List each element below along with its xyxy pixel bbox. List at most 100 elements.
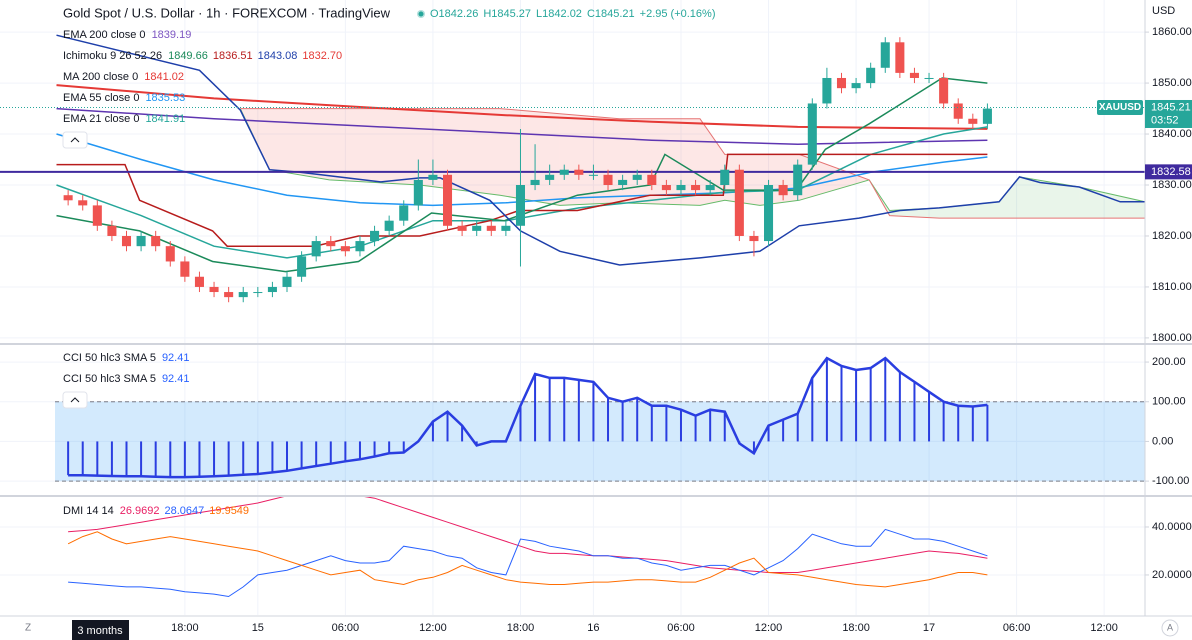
x-tick-label: 15 [252, 622, 264, 634]
candle-body [78, 200, 88, 206]
y-tick-label: 1850.00 [1152, 77, 1192, 89]
y-tick-label: 40.0000 [1152, 521, 1192, 533]
candle-body [603, 174, 613, 186]
candle-body [355, 241, 365, 252]
candle-body [647, 174, 657, 186]
range-label[interactable]: 3 months [77, 625, 123, 637]
y-tick-label: 1800.00 [1152, 332, 1192, 344]
x-tick-label: 12:00 [419, 622, 447, 634]
legend-readout: 1832.70 [302, 50, 342, 62]
auto-scale-button[interactable] [1161, 619, 1179, 637]
legend-readout: 92.41 [162, 352, 190, 364]
candle-body [370, 230, 380, 242]
candle-body [107, 225, 117, 236]
candle-body [457, 225, 467, 231]
candle-body [515, 185, 525, 226]
ohlc-readout: C1845.21 [587, 8, 635, 20]
price-tag [1145, 99, 1192, 128]
candle-body [793, 164, 803, 196]
cci-pane [0, 345, 1145, 495]
countdown-label: 03:52 [1151, 114, 1179, 126]
collapse-button[interactable] [62, 131, 88, 149]
candle-body [121, 235, 132, 247]
x-tick-label: 16 [587, 622, 599, 634]
candle-body [297, 256, 307, 277]
legend-readout: 26.9692 [120, 505, 160, 517]
legend-label: CCI 50 hlc3 SMA 5 [63, 373, 156, 385]
candle-body [209, 286, 219, 293]
collapse-button[interactable] [62, 391, 88, 409]
candle-body [442, 174, 453, 226]
candle-body [851, 83, 861, 89]
y-tick-label: -100.00 [1152, 475, 1189, 487]
x-tick-label: 06:00 [1003, 622, 1031, 634]
series-line [68, 497, 988, 573]
candle-body [253, 292, 263, 294]
candle-body [326, 241, 336, 247]
status-dot [418, 11, 424, 17]
candle-body [588, 174, 598, 176]
candle-body [282, 276, 292, 287]
chart-title: Gold Spot / U.S. Dollar · 1h · FOREXCOM … [63, 5, 391, 20]
y-tick-label: 100.00 [1152, 396, 1186, 408]
indicator-line [56, 126, 988, 259]
y-tick-label: 0.00 [1152, 435, 1173, 447]
candle-body [180, 261, 190, 277]
ohlc-readout: H1845.27 [483, 8, 531, 20]
cloud-segment [939, 201, 1000, 219]
legend-readout: 1849.66 [168, 50, 208, 62]
candle-body [165, 246, 175, 262]
y-tick-label: 1860.00 [1152, 26, 1192, 38]
legend-readout: 1841.91 [145, 113, 185, 125]
currency-label: USD [1152, 5, 1175, 17]
candle-body [676, 185, 686, 191]
ohlc-readout: O1842.26 [430, 8, 478, 20]
legend-readout: 19.9549 [209, 505, 249, 517]
candle-body [574, 169, 584, 175]
range-button[interactable] [72, 620, 129, 640]
candle-body [92, 205, 102, 226]
candle-body [866, 67, 876, 84]
candle-body [311, 241, 321, 257]
candle-body [472, 225, 482, 231]
candle-body [953, 103, 963, 119]
auto-scale-label[interactable]: A [1167, 622, 1173, 632]
candle-body [384, 220, 394, 231]
cloud-segment [269, 108, 330, 180]
zoom-button[interactable]: Z [25, 623, 31, 634]
dmi-pane [0, 497, 1145, 615]
y-tick-label: 1820.00 [1152, 230, 1192, 242]
symbol-tag-label: XAUUSD [1099, 102, 1141, 113]
x-tick-label: 18:00 [171, 622, 199, 634]
candle-body [720, 169, 730, 186]
legend-label: EMA 55 close 0 [63, 92, 139, 104]
candle-body [267, 286, 277, 293]
cloud-segment [559, 113, 620, 206]
legend-label: EMA 21 close 0 [63, 113, 139, 125]
y-tick-label: 1840.00 [1152, 128, 1192, 140]
candle-body [836, 77, 847, 89]
indicator-line [56, 77, 988, 273]
cloud-segment [799, 154, 870, 201]
candle-body [895, 42, 905, 73]
candle-body [778, 185, 788, 196]
candle-body [136, 235, 146, 247]
y-tick-label: 20.0000 [1152, 569, 1192, 581]
candle-body [924, 77, 934, 79]
y-tick-label: 200.00 [1152, 356, 1186, 368]
candle-body [501, 225, 511, 231]
legend-readout: 1843.08 [258, 50, 298, 62]
band [55, 401, 1145, 482]
candle-body [486, 225, 496, 231]
price-pane [0, 0, 1145, 343]
cloud-segment [619, 118, 700, 206]
series-line [68, 356, 988, 479]
overlay: Gold Spot / U.S. Dollar · 1h · FOREXCOM … [25, 5, 1192, 640]
collapse-icon [70, 137, 80, 143]
collapse-icon [70, 397, 80, 403]
x-tick-label: 12:00 [1090, 622, 1118, 634]
candle-body [764, 185, 774, 242]
candle-body [661, 185, 671, 191]
hline-tag-label: 1832.58 [1151, 166, 1191, 178]
